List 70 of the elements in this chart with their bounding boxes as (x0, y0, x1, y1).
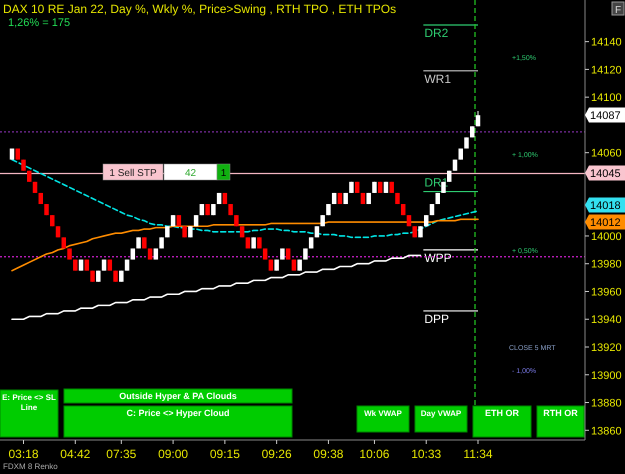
price-badge: 14087 (585, 108, 625, 122)
y-tick-label: 13980 (591, 258, 622, 271)
x-tick-label: 10:06 (359, 447, 390, 461)
ref-line-label: DPP (424, 312, 450, 326)
button: ETH OR (472, 406, 532, 438)
line-series (11, 254, 422, 320)
y-tick-label: 14120 (591, 64, 622, 76)
y-tick-label: 13920 (591, 342, 622, 354)
button: Outside Hyper & PA Clouds (64, 388, 292, 404)
y-tick-label: 13860 (591, 425, 622, 438)
ref-line-label: WR1 (424, 72, 452, 86)
x-tick-label: 09:38 (313, 447, 344, 461)
x-tick-label: 11:34 (463, 447, 493, 461)
price-badge: 14012 (585, 214, 625, 230)
y-tick-label: 14060 (591, 148, 622, 160)
price-badge: 14045 (585, 166, 625, 180)
annotation: 1 (220, 168, 227, 179)
candlestick (240, 226, 244, 238)
candlestick (446, 170, 452, 182)
button: Day VWAP (414, 406, 468, 432)
x-tick-label: 09:15 (210, 447, 240, 461)
candlestick (476, 110, 480, 127)
x-tick-label: 07:35 (106, 447, 137, 461)
candlestick (418, 226, 423, 238)
chart-title: DAX 10 RE Jan 22, Day %, Wkly %, Price>Swing , RTH TPO , ETH TPOs (3, 2, 396, 16)
candlestick (96, 270, 101, 282)
y-tick-label: 13940 (591, 314, 622, 326)
candlestick (119, 270, 124, 282)
x-tick-label: 10:33 (411, 447, 442, 461)
x-tick-label: 09:00 (158, 447, 188, 461)
annotation: C: Price <> Hyper Cloud (126, 408, 230, 418)
order-box: 42 (164, 164, 218, 180)
y-tick-label: 13900 (591, 370, 622, 382)
button: RTH OR (536, 406, 584, 438)
y-tick-label: 13960 (591, 286, 622, 298)
candlestick (56, 226, 60, 238)
text: FDXM 8 Renko (3, 462, 58, 471)
x-tick-label: 09:26 (262, 447, 292, 461)
annotation: E: Price <> SL Line (2, 393, 56, 412)
candlestick (165, 226, 170, 238)
y-tick-label: 14140 (591, 36, 622, 49)
annotation: 1 Sell STP (109, 168, 157, 179)
price-badge: 14018 (585, 198, 625, 212)
candlestick (412, 226, 417, 238)
y-tick-label: 14100 (591, 92, 622, 104)
line-series (11, 158, 479, 238)
candlestick (182, 226, 187, 238)
candlestick (314, 226, 320, 238)
candlestick (90, 270, 95, 282)
annotation: Outside Hyper & PA Clouds (119, 391, 237, 401)
button: F (612, 2, 624, 16)
ref-line-label: DR2 (424, 26, 449, 40)
x-tick-label: 04:42 (60, 447, 91, 461)
candlestick (27, 170, 32, 182)
ref-line-label: WPP (424, 250, 452, 265)
order-box: 1 (216, 164, 230, 180)
button: Wk VWAP (356, 406, 410, 432)
button: C: Price <> Hyper Cloud (64, 406, 292, 438)
annotation: Day VWAP (420, 409, 462, 418)
annotation: 42 (184, 168, 196, 179)
line-series (11, 218, 479, 272)
candlestick (113, 270, 118, 282)
candlestick (188, 226, 193, 238)
y-tick-label: 14000 (591, 230, 622, 243)
button: E: Price <> SL Line (0, 390, 58, 438)
text: 1,26% = 175 (8, 17, 70, 29)
x-tick-label: 03:18 (8, 447, 39, 461)
annotation: Wk VWAP (364, 409, 403, 418)
order-box: 1 Sell STP (102, 164, 164, 180)
y-tick-label: 13880 (591, 398, 622, 410)
